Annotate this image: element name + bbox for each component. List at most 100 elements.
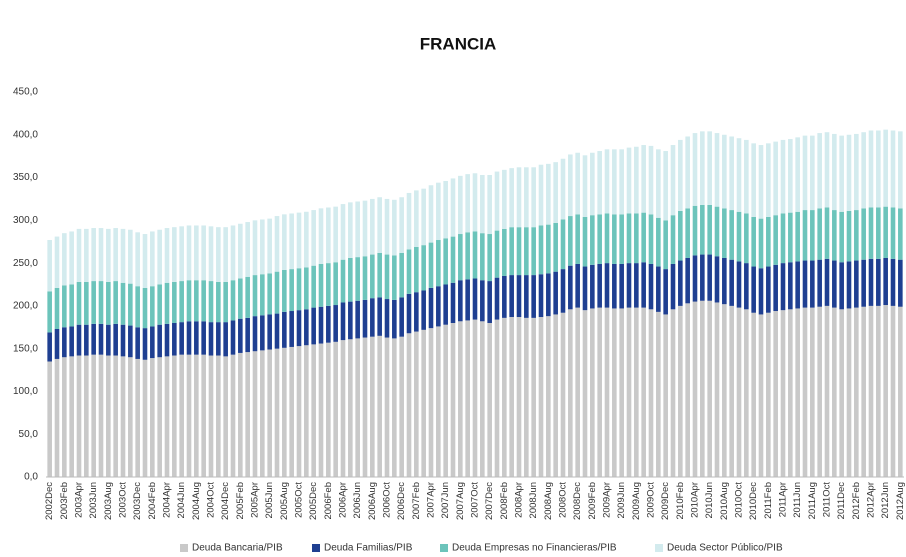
bar-segment	[472, 319, 478, 477]
bar-segment	[230, 225, 236, 281]
bar-segment	[252, 220, 258, 276]
bar-segment	[692, 133, 698, 206]
bar-segment	[172, 227, 177, 282]
bar-segment	[238, 278, 243, 319]
legend-label: Deuda Familias/PIB	[324, 543, 413, 554]
bar-segment	[201, 354, 206, 477]
bar-segment	[289, 311, 294, 347]
bar-segment	[348, 301, 353, 340]
bar-segment	[245, 317, 250, 353]
bar-segment	[546, 163, 551, 225]
bar-segment	[384, 337, 390, 477]
bar-segment	[487, 323, 492, 477]
bar-segment	[186, 321, 192, 355]
bar-segment	[135, 232, 140, 287]
bar-segment	[685, 208, 690, 258]
bar-segment	[773, 141, 778, 216]
bar-segment	[861, 132, 866, 209]
bar-segment	[868, 305, 874, 477]
bar-segment	[289, 269, 294, 312]
bar-segment	[883, 257, 888, 306]
bar-segment	[487, 281, 492, 323]
bar-segment	[208, 226, 214, 282]
x-tick-label: 2011Apr	[778, 482, 789, 517]
bar-segment	[377, 197, 382, 253]
bar-segment	[846, 134, 852, 211]
bar-segment	[150, 326, 155, 359]
x-tick-label: 2003Jun	[88, 482, 99, 518]
bar-segment	[670, 215, 676, 264]
x-tick-label: 2008Dec	[572, 482, 583, 520]
bar-segment	[707, 204, 712, 255]
bar-segment	[641, 145, 646, 213]
bar-segment	[69, 326, 74, 357]
bar-segment	[626, 263, 632, 308]
bar-segment	[340, 259, 346, 303]
bar-segment	[612, 149, 617, 215]
bar-segment	[172, 355, 177, 477]
bar-segment	[656, 217, 661, 267]
bar-segment	[736, 211, 742, 262]
legend-label: Deuda Sector Público/PIB	[667, 543, 783, 554]
bar-segment	[480, 321, 485, 477]
x-tick-label: 2003Apr	[74, 482, 85, 518]
bar-segment	[120, 324, 126, 357]
bar-segment	[575, 263, 580, 308]
bar-segment	[414, 246, 419, 293]
bar-segment	[414, 190, 419, 247]
bar-segment	[509, 168, 514, 228]
bar-segment	[898, 208, 903, 260]
bar-segment	[54, 328, 60, 359]
bar-segment	[575, 214, 580, 264]
bar-segment	[392, 338, 397, 477]
bar-segment	[487, 174, 492, 235]
bar-segment	[810, 260, 815, 308]
bar-segment	[304, 309, 309, 346]
bar-segment	[326, 207, 331, 264]
bar-segment	[172, 323, 177, 356]
bar-segment	[157, 284, 162, 325]
bar-segment	[194, 321, 199, 355]
bar-segment	[678, 210, 683, 261]
bar-segment	[700, 204, 705, 255]
x-tick-label: 2006Aug	[367, 482, 378, 520]
bar-segment	[590, 264, 595, 309]
bar-segment	[399, 297, 404, 337]
bar-segment	[76, 281, 82, 325]
bar-segment	[582, 155, 588, 217]
bar-segment	[150, 358, 155, 477]
bar-segment	[157, 357, 162, 477]
bar-segment	[714, 256, 720, 303]
bar-segment	[817, 259, 822, 307]
bar-segment	[311, 265, 316, 308]
bar-segment	[832, 210, 837, 261]
bar-segment	[648, 309, 654, 477]
bar-segment	[252, 316, 258, 352]
bar-segment	[208, 322, 214, 356]
bar-segment	[142, 234, 148, 288]
bar-segment	[399, 197, 404, 253]
bar-segment	[553, 222, 558, 272]
bar-segment	[465, 232, 470, 280]
bar-segment	[626, 147, 632, 214]
bar-segment	[700, 300, 705, 477]
x-tick-label: 2009Jun	[616, 482, 627, 518]
bar-segment	[142, 328, 148, 360]
bar-segment	[729, 136, 734, 211]
bar-segment	[282, 347, 287, 477]
bar-segment	[648, 263, 654, 310]
y-tick-label: 250,0	[13, 258, 38, 269]
legend-swatch	[312, 544, 320, 552]
bar-segment	[406, 249, 412, 294]
x-tick-label: 2006Jun	[352, 482, 363, 518]
bar-segment	[348, 339, 353, 477]
bar-segment	[678, 139, 683, 211]
bar-segment	[509, 227, 514, 276]
bar-segment	[758, 145, 764, 219]
bar-segment	[876, 207, 881, 259]
bar-segment	[832, 307, 837, 477]
y-tick-label: 0,0	[24, 472, 38, 483]
bar-segment	[392, 199, 397, 256]
bar-segment	[582, 310, 588, 477]
bar-segment	[634, 263, 639, 308]
